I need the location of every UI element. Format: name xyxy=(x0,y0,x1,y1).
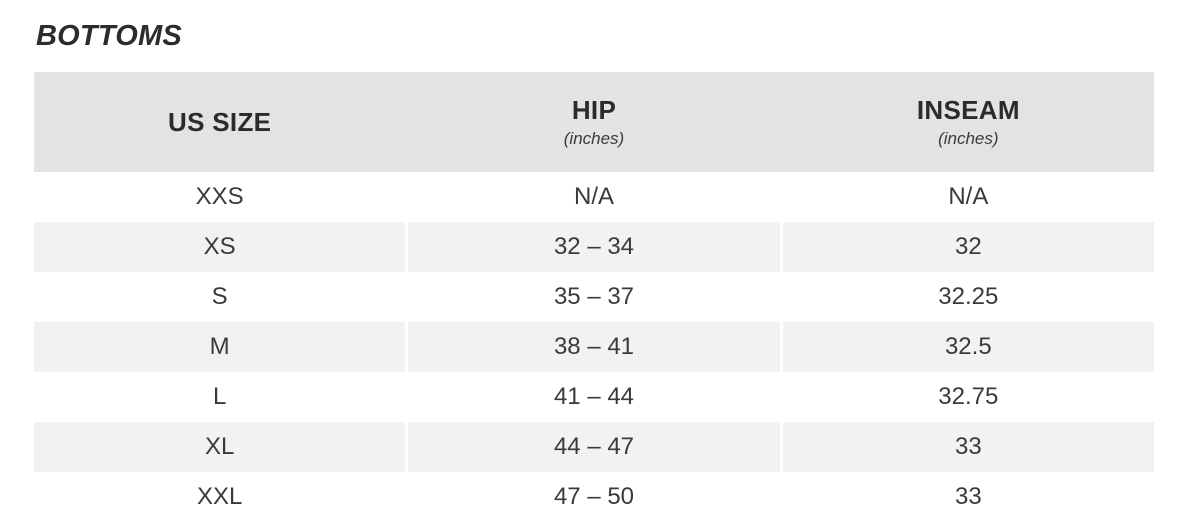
cell-inseam: 33 xyxy=(954,483,982,510)
column-label-inseam: INSEAM xyxy=(916,95,1020,125)
cell-hip: 47 – 50 xyxy=(553,483,635,510)
cell-hip: N/A xyxy=(573,183,614,210)
page-title: BOTTOMS xyxy=(36,20,182,52)
header-cell-hip: HIP (inches) xyxy=(408,72,779,172)
cell-us-size: XS xyxy=(34,222,406,272)
cell-us-size: M xyxy=(34,322,406,372)
table-row: XXL 47 – 50 33 xyxy=(34,472,1154,522)
table-row: L 41 – 44 32.75 xyxy=(34,372,1154,422)
cell-us-size: XXL xyxy=(196,483,243,510)
table-row: XL 44 – 47 33 xyxy=(34,422,1154,472)
column-unit-hip: (inches) xyxy=(563,129,625,148)
header-cell-inseam: INSEAM (inches) xyxy=(783,72,1154,172)
cell-us-size: XXS xyxy=(195,183,244,210)
cell-hip: 35 – 37 xyxy=(553,283,635,310)
cell-hip: 32 – 34 xyxy=(408,222,780,272)
cell-inseam: N/A xyxy=(948,183,989,210)
cell-inseam: 32.75 xyxy=(938,383,999,410)
cell-inseam: 32 xyxy=(782,222,1154,272)
cell-us-size: S xyxy=(211,283,228,310)
cell-hip: 38 – 41 xyxy=(408,322,780,372)
table-row: S 35 – 37 32.25 xyxy=(34,272,1154,322)
column-label-hip: HIP xyxy=(571,95,617,125)
cell-us-size: L xyxy=(212,383,227,410)
cell-inseam: 32.25 xyxy=(938,283,999,310)
size-table: US SIZE HIP (inches) INSEAM (inches) XXS… xyxy=(34,72,1154,522)
table-row: XXS N/A N/A xyxy=(34,172,1154,222)
cell-us-size: XL xyxy=(34,422,406,472)
column-label-us-size: US SIZE xyxy=(168,106,272,137)
header-cell-us-size: US SIZE xyxy=(34,72,405,172)
table-header-row: US SIZE HIP (inches) INSEAM (inches) xyxy=(34,72,1154,172)
column-unit-inseam: (inches) xyxy=(938,129,999,148)
cell-hip: 44 – 47 xyxy=(408,422,780,472)
cell-inseam: 32.5 xyxy=(782,322,1154,372)
size-guide-section: BOTTOMS US SIZE HIP (inches) INSEAM (inc… xyxy=(0,20,1179,522)
cell-inseam: 33 xyxy=(782,422,1154,472)
table-row: XS 32 – 34 32 xyxy=(34,222,1154,272)
cell-hip: 41 – 44 xyxy=(553,383,635,410)
table-row: M 38 – 41 32.5 xyxy=(34,322,1154,372)
